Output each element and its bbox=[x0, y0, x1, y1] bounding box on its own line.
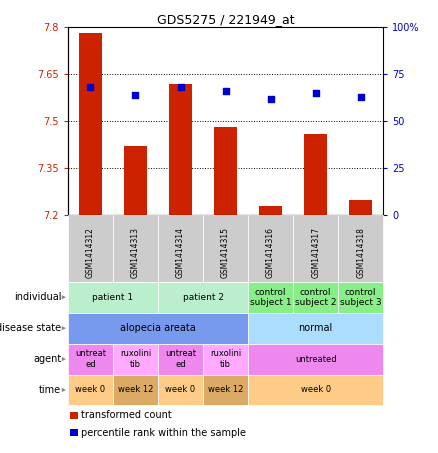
Text: control
subject 3: control subject 3 bbox=[340, 288, 381, 307]
Point bbox=[357, 93, 364, 101]
Title: GDS5275 / 221949_at: GDS5275 / 221949_at bbox=[157, 13, 294, 26]
Text: percentile rank within the sample: percentile rank within the sample bbox=[81, 428, 246, 438]
Text: untreated: untreated bbox=[295, 355, 336, 364]
Text: week 0: week 0 bbox=[75, 386, 106, 395]
Text: normal: normal bbox=[299, 323, 333, 333]
Text: GSM1414314: GSM1414314 bbox=[176, 227, 185, 279]
Text: untreat
ed: untreat ed bbox=[165, 349, 196, 369]
Text: patient 2: patient 2 bbox=[183, 293, 223, 302]
Point bbox=[132, 91, 139, 98]
Point bbox=[267, 95, 274, 102]
Text: transformed count: transformed count bbox=[81, 410, 171, 420]
Text: GSM1414316: GSM1414316 bbox=[266, 227, 275, 279]
Text: GSM1414315: GSM1414315 bbox=[221, 227, 230, 279]
Text: GSM1414312: GSM1414312 bbox=[86, 227, 95, 279]
Text: individual: individual bbox=[14, 292, 61, 302]
Text: disease state: disease state bbox=[0, 323, 61, 333]
Text: control
subject 2: control subject 2 bbox=[295, 288, 336, 307]
Bar bbox=[350, 199, 372, 215]
Bar bbox=[79, 34, 102, 215]
Bar bbox=[214, 127, 237, 215]
Bar bbox=[124, 146, 147, 215]
Text: agent: agent bbox=[33, 354, 61, 364]
Point bbox=[312, 89, 319, 96]
Text: patient 1: patient 1 bbox=[92, 293, 134, 302]
Text: ruxolini
tib: ruxolini tib bbox=[210, 349, 241, 369]
Text: week 0: week 0 bbox=[166, 386, 196, 395]
Text: time: time bbox=[39, 385, 61, 395]
Text: alopecia areata: alopecia areata bbox=[120, 323, 196, 333]
Point bbox=[87, 84, 94, 91]
Text: control
subject 1: control subject 1 bbox=[250, 288, 291, 307]
Point bbox=[222, 87, 229, 95]
Text: week 0: week 0 bbox=[300, 386, 331, 395]
Text: ruxolini
tib: ruxolini tib bbox=[120, 349, 151, 369]
Text: GSM1414313: GSM1414313 bbox=[131, 227, 140, 279]
Text: untreat
ed: untreat ed bbox=[75, 349, 106, 369]
Bar bbox=[304, 134, 327, 215]
Text: GSM1414317: GSM1414317 bbox=[311, 227, 320, 279]
Text: week 12: week 12 bbox=[208, 386, 243, 395]
Bar bbox=[169, 83, 192, 215]
Text: week 12: week 12 bbox=[118, 386, 153, 395]
Point bbox=[177, 84, 184, 91]
Text: GSM1414318: GSM1414318 bbox=[356, 227, 365, 279]
Bar bbox=[259, 206, 282, 215]
